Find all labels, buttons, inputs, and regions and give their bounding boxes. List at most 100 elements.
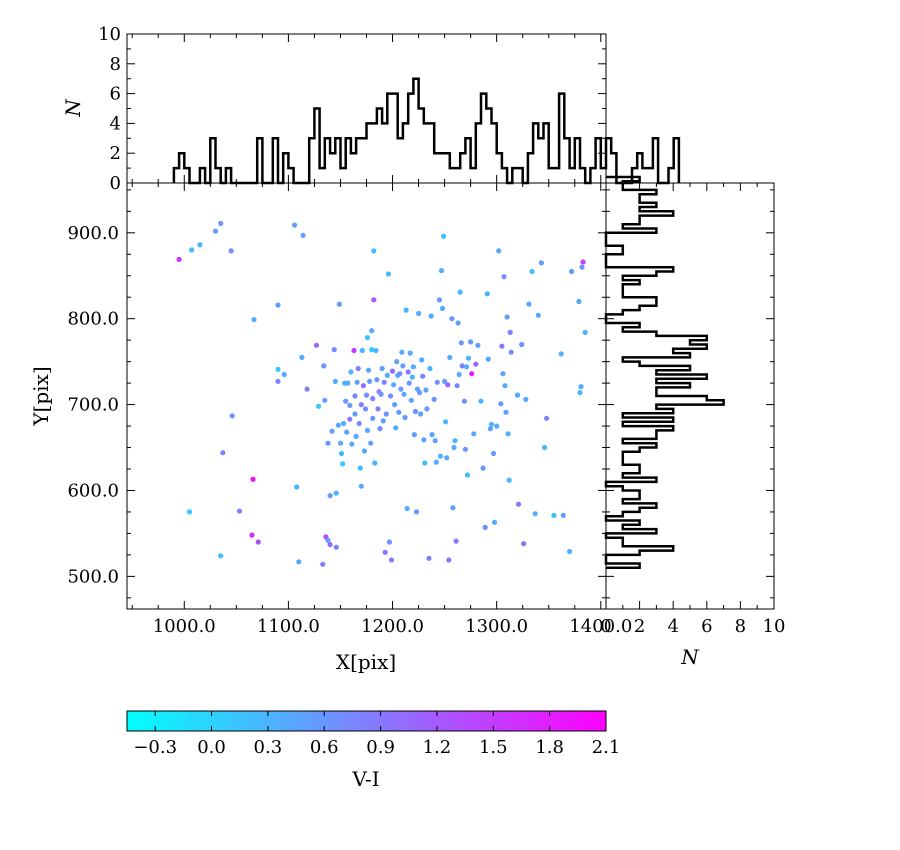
scatter-point <box>449 316 455 322</box>
scatter-point <box>409 374 415 380</box>
scatter-point <box>296 559 302 565</box>
scatter-point <box>544 415 550 421</box>
scatter-point <box>455 320 461 326</box>
scatter-point <box>176 256 182 262</box>
scatter-point <box>400 363 406 369</box>
scatter-point <box>461 398 467 404</box>
scatter-point <box>358 483 364 489</box>
scatter-point <box>347 402 353 408</box>
scatter-point <box>487 426 493 432</box>
scatter-point <box>473 361 479 367</box>
right-histogram-x-label: N <box>680 645 700 669</box>
top-hist-y-tick-label: 8 <box>110 54 121 75</box>
scatter-point <box>501 274 507 280</box>
scatter-point <box>353 433 359 439</box>
right-hist-x-tick-label: 8 <box>735 616 746 637</box>
scatter-point <box>281 371 287 378</box>
scatter-point <box>403 307 409 313</box>
scatter-point <box>407 350 413 356</box>
scatter-point <box>412 408 418 415</box>
scatter-point <box>569 268 575 275</box>
scatter-point <box>398 386 404 392</box>
top-hist-y-tick-label: 10 <box>98 24 121 45</box>
scatter-point <box>377 426 383 432</box>
scatter-point <box>389 368 396 374</box>
x-tick-label: 1200.0 <box>361 616 424 637</box>
scatter-point <box>413 509 420 515</box>
scatter-point <box>521 541 527 547</box>
scatter-point <box>275 302 281 308</box>
scatter-point <box>373 347 379 354</box>
scatter-point <box>519 341 525 348</box>
scatter-point <box>457 289 463 295</box>
scatter-point <box>508 349 514 355</box>
colorbar-tick-label: −0.3 <box>133 737 177 758</box>
scatter-point <box>374 377 380 383</box>
scatter-point <box>396 409 402 415</box>
scatter-point <box>394 359 400 365</box>
scatter-point <box>411 432 417 438</box>
scatter-point <box>405 369 411 375</box>
scatter-point <box>367 378 373 384</box>
right-histogram-x-ticks: 0 2 4 6 8 10 <box>600 183 785 637</box>
scatter-point <box>447 354 453 360</box>
scatter-point <box>515 501 522 507</box>
scatter-point <box>364 335 371 341</box>
scatter-point <box>458 340 464 346</box>
top-histogram: 0 2 4 6 8 10 N <box>61 24 681 194</box>
scatter-y-label: Y[pix] <box>29 366 53 426</box>
scatter-point <box>514 392 521 398</box>
colorbar-tick-label: 1.5 <box>479 737 508 758</box>
scatter-point <box>567 548 573 555</box>
scatter-point <box>431 396 437 402</box>
scatter-point <box>316 403 322 409</box>
scatter-point <box>327 542 333 548</box>
scatter-point <box>292 222 298 228</box>
scatter-point <box>463 364 470 370</box>
scatter-point <box>354 379 360 385</box>
colorbar-tick-label: 0.3 <box>254 737 283 758</box>
scatter-point <box>348 369 354 375</box>
scatter-point <box>406 380 412 386</box>
scatter-point <box>352 393 358 399</box>
scatter-point <box>255 539 261 545</box>
scatter-point <box>428 313 434 319</box>
scatter-point <box>433 459 439 465</box>
scatter-point <box>347 416 353 422</box>
scatter-point <box>356 420 362 427</box>
scatter-point <box>329 428 335 434</box>
scatter-point <box>299 354 305 360</box>
scatter-point <box>382 549 388 555</box>
scatter-point <box>335 422 341 428</box>
right-hist-x-tick-label: 4 <box>667 616 678 637</box>
y-tick-label: 600.0 <box>67 480 119 501</box>
colorbar-ticks: −0.3 0.0 0.3 0.6 0.9 1.2 1.5 1.8 2.1 <box>133 711 620 758</box>
scatter-point <box>341 420 347 427</box>
scatter-point <box>236 508 243 514</box>
colorbar-label: V-I <box>351 767 379 791</box>
scatter-point <box>379 365 385 372</box>
scatter-point <box>485 356 491 362</box>
scatter-point <box>464 472 471 478</box>
scatter-point <box>434 379 440 385</box>
scatter-point <box>453 538 459 544</box>
scatter-point <box>336 301 342 307</box>
scatter-point <box>337 440 344 446</box>
scatter-point <box>442 378 448 384</box>
scatter-point <box>560 512 566 519</box>
scatter-point <box>320 561 326 567</box>
scatter-point <box>294 484 300 490</box>
scatter-panel: 1000.0 1100.0 1200.0 1300.0 1400.0 500.0 600.0… <box>29 34 774 674</box>
x-tick-label: 1100.0 <box>257 616 320 637</box>
y-tick-label: 500.0 <box>67 566 119 587</box>
scatter-point <box>371 248 377 254</box>
scatter-point <box>424 406 430 412</box>
scatter-point <box>343 398 349 404</box>
scatter-point <box>370 396 376 402</box>
scatter-point <box>402 414 408 421</box>
x-tick-label: 1000.0 <box>153 616 216 637</box>
top-histogram-outline <box>172 77 681 185</box>
top-histogram-y-ticks: 0 2 4 6 8 10 <box>98 24 606 194</box>
scatter-point <box>469 371 475 377</box>
